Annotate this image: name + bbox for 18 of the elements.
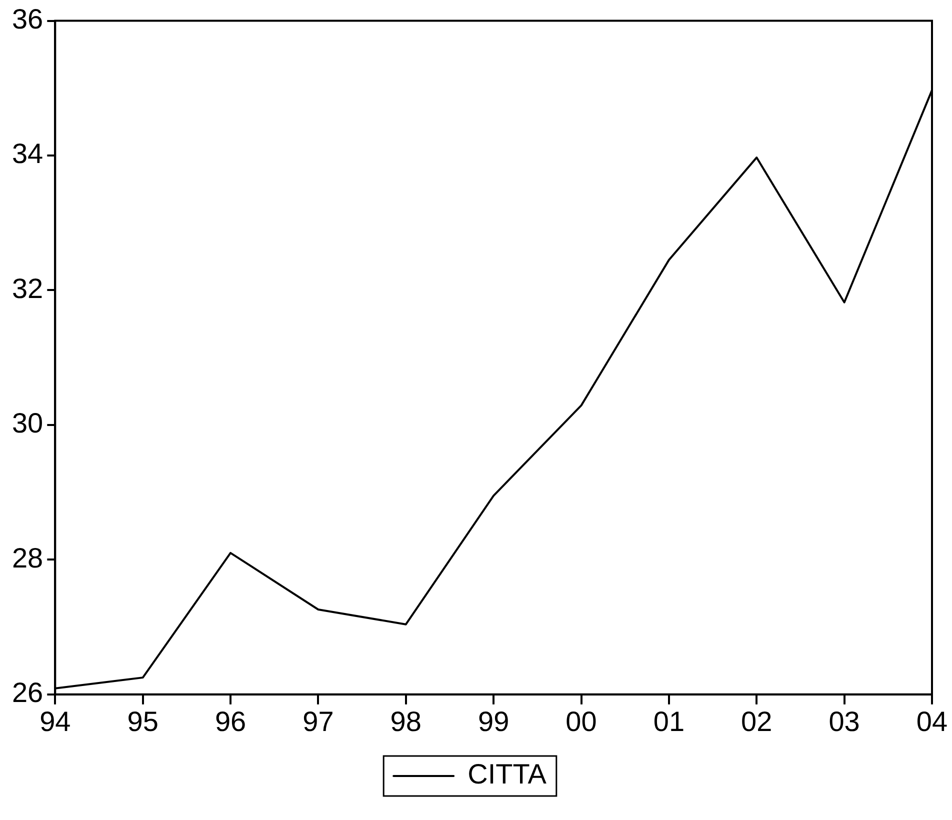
- x-tick-label: 04: [916, 706, 948, 737]
- y-tick-label: 28: [12, 542, 44, 574]
- y-tick-label: 26: [12, 677, 44, 708]
- x-tick-label: 94: [40, 706, 71, 737]
- legend-label: CITTA: [468, 758, 547, 790]
- x-tick-label: 03: [828, 706, 860, 737]
- x-tick-label: 97: [302, 706, 334, 737]
- x-tick-label: 01: [653, 706, 685, 737]
- y-tick-label: 30: [12, 408, 44, 439]
- x-tick-label: 99: [478, 706, 510, 737]
- x-tick-label: 95: [127, 706, 158, 737]
- y-tick-label: 34: [12, 138, 44, 170]
- x-tick-label: 98: [390, 706, 422, 737]
- x-tick-label: 02: [741, 706, 772, 737]
- y-tick-label: 32: [12, 272, 44, 304]
- x-tick-label: 00: [566, 706, 597, 737]
- y-tick-label: 36: [12, 4, 44, 35]
- x-tick-label: 96: [214, 706, 246, 737]
